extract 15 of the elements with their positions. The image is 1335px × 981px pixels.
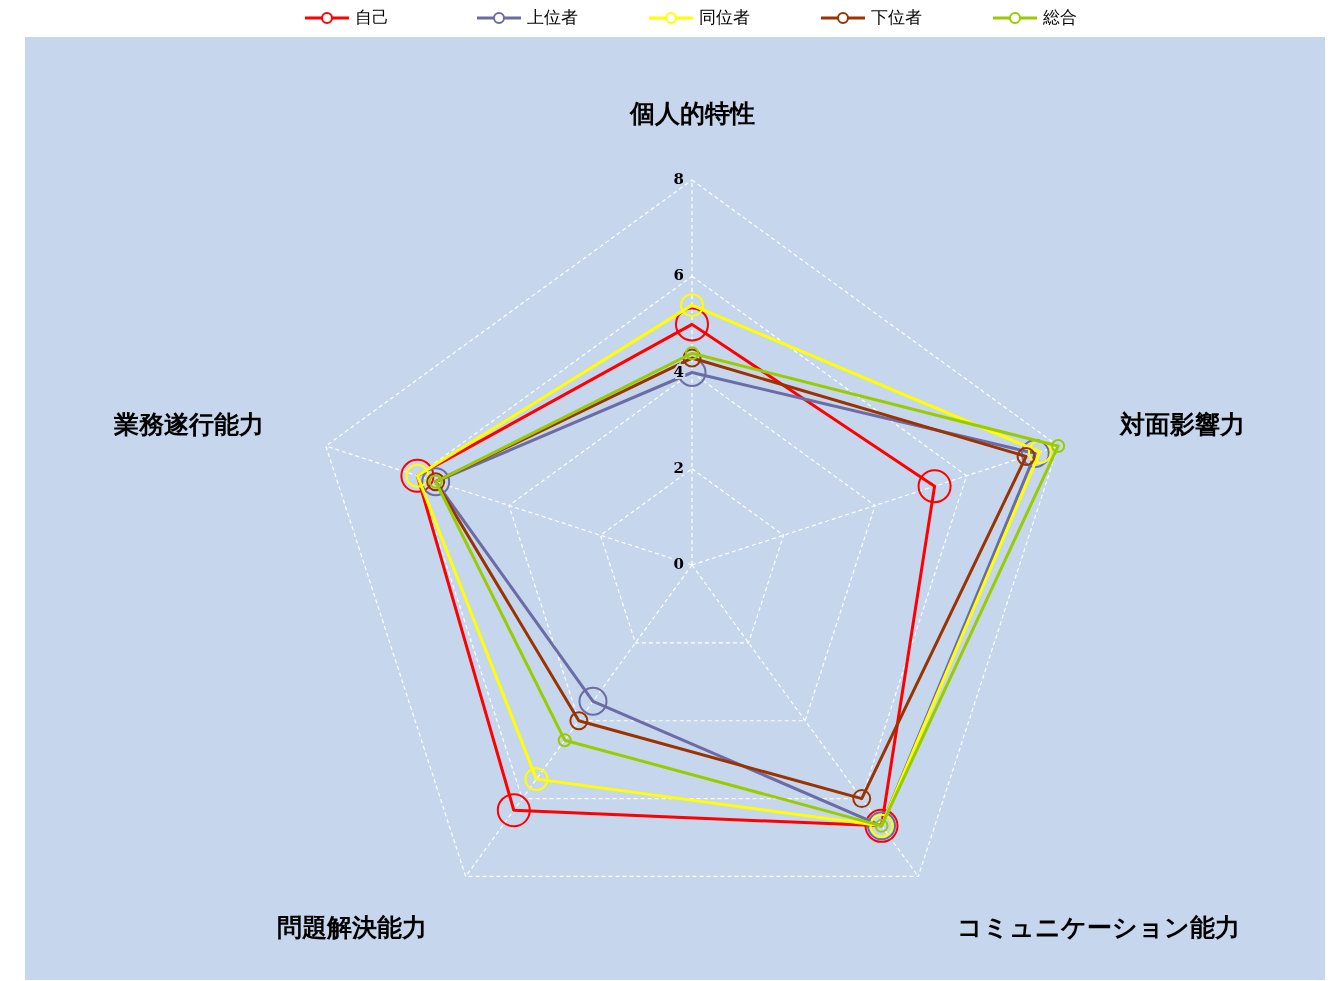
spoke-label: 対面影響力 xyxy=(1119,409,1246,439)
y-tick-label: 4 xyxy=(673,362,684,381)
spoke-label: 問題解決能力 xyxy=(277,913,428,943)
legend-label: 下位者 xyxy=(871,7,922,27)
y-tick-label: 8 xyxy=(673,170,684,188)
legend-label: 自己 xyxy=(355,7,389,27)
spoke-label: コミュニケーション能力 xyxy=(956,913,1240,943)
spoke-label: 個人的特性 xyxy=(628,98,755,128)
legend-label: 上位者 xyxy=(527,7,578,27)
legend-label: 総合 xyxy=(1042,7,1077,27)
y-tick-label: 6 xyxy=(673,266,684,285)
spoke-label: 業務遂行能力 xyxy=(112,409,264,439)
y-tick-label: 2 xyxy=(673,458,684,477)
y-tick-label: 0 xyxy=(673,555,684,573)
legend-label: 同位者 xyxy=(699,7,750,27)
